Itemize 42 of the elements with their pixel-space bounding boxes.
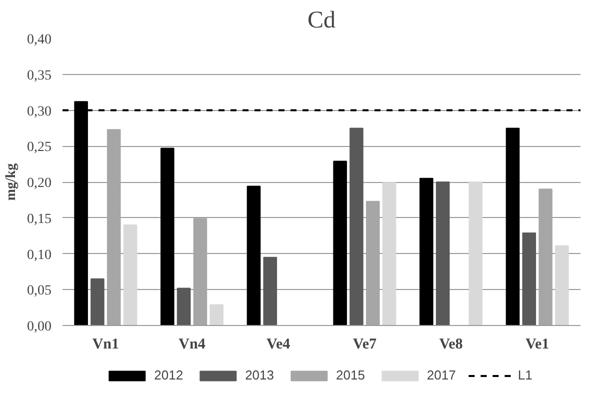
x-tick-label: Ve4 — [266, 336, 291, 352]
bar — [350, 128, 364, 326]
y-tick-label: 0,25 — [27, 140, 52, 156]
y-tick-label: 0,10 — [27, 248, 52, 263]
x-tick-label: Ve7 — [352, 336, 377, 352]
bar — [90, 278, 104, 326]
x-tick-label: Ve8 — [439, 336, 463, 352]
bar — [193, 218, 208, 326]
bar — [176, 288, 191, 326]
bar — [106, 129, 121, 326]
x-tick-label: Ve1 — [526, 336, 550, 352]
bar — [210, 304, 224, 326]
legend-label: 2012 — [154, 368, 184, 382]
y-tick-label: 0,30 — [27, 104, 52, 120]
x-tick-label: Vn1 — [92, 336, 120, 352]
bar — [420, 178, 434, 326]
bar — [555, 245, 569, 326]
legend-label: 2017 — [426, 368, 456, 382]
bar — [333, 160, 347, 326]
y-tick-label: 0,00 — [27, 320, 52, 334]
bar — [246, 186, 261, 326]
legend-label: L1 — [518, 368, 534, 382]
bar — [538, 188, 552, 326]
bar — [436, 182, 450, 326]
x-tick-label: Vn4 — [178, 336, 206, 352]
bar — [123, 224, 138, 326]
bar — [382, 182, 396, 326]
legend-label: 2015 — [336, 368, 365, 382]
y-tick-label: 0,05 — [27, 284, 52, 299]
y-tick-label: 0,40 — [27, 32, 52, 48]
legend-label: 2013 — [245, 368, 274, 382]
bar — [506, 128, 520, 326]
bar — [160, 148, 174, 326]
bar — [468, 182, 482, 326]
y-tick-label: 0,20 — [27, 176, 52, 191]
y-tick-label: 0,35 — [27, 68, 52, 84]
bar — [522, 232, 536, 326]
chart-title: Cd — [307, 8, 336, 34]
bar — [366, 200, 380, 326]
bar — [263, 256, 278, 326]
y-axis-title: mg/kg — [4, 163, 19, 201]
y-tick-label: 0,15 — [27, 212, 52, 227]
